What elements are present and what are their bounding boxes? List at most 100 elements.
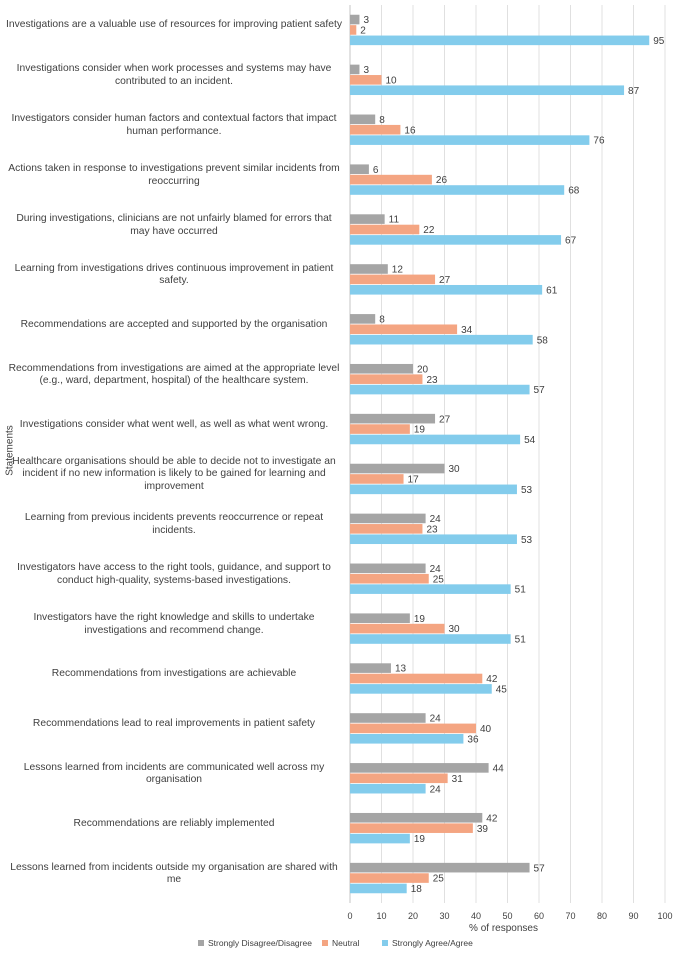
data-label: 23 [426,375,438,386]
data-label: 27 [439,275,451,286]
bar [350,684,492,694]
bar [350,474,404,484]
data-label: 57 [534,385,546,396]
category-label: Investigations consider when work proces… [16,63,332,87]
bar [350,64,360,75]
bar [350,14,360,25]
bar [350,763,489,773]
bar [350,563,426,574]
bar [350,534,517,545]
bar [350,463,445,474]
data-label: 24 [430,714,442,725]
bar [350,733,464,744]
x-tick-label: 30 [439,911,449,921]
data-label: 11 [389,215,400,226]
x-tick-label: 0 [347,911,352,921]
bar [350,324,458,335]
legend-label: Strongly Agree/Agree [392,938,473,948]
category-label: Healthcare organisations should be able … [12,455,336,492]
bar [350,823,473,833]
data-label: 3 [363,65,369,76]
bar [350,284,543,295]
bar [350,833,410,844]
x-tick-label: 10 [376,911,386,921]
data-label: 19 [414,425,426,436]
category-label: Investigators have access to the right t… [17,562,331,586]
data-label: 16 [404,125,416,136]
bar [350,812,483,823]
data-label: 8 [379,115,385,126]
category-label: Recommendations are reliably implemented [73,817,275,829]
bar [350,723,476,734]
bar [350,185,565,195]
x-tick-label: 100 [657,911,672,921]
data-label: 53 [521,485,533,496]
data-label: 23 [426,524,438,535]
data-label: 30 [449,464,461,475]
category-label: Recommendations from investigations are … [51,668,297,679]
data-label: 31 [452,774,464,785]
legend-item: Strongly Agree/Agree [382,938,473,948]
bar [350,124,401,135]
data-label: 54 [524,435,536,446]
data-label: 25 [433,874,445,885]
bar [350,862,530,873]
x-tick-label: 70 [565,911,575,921]
bar [350,424,410,434]
bar [350,883,407,894]
data-label: 42 [486,674,498,685]
legend-swatch [382,939,388,946]
bar [350,224,420,235]
x-tick-label: 50 [502,911,512,921]
bar [350,783,426,794]
x-tick-label: 40 [471,911,481,921]
bar [350,214,385,224]
data-label: 30 [449,624,461,635]
bar [350,384,530,395]
bar [350,773,448,784]
data-label: 24 [430,514,442,525]
legend-label: Neutral [332,938,360,948]
bar [350,264,388,274]
data-label: 57 [534,863,546,874]
bar [350,164,369,175]
data-label: 2 [360,26,366,37]
data-label: 3 [363,15,369,26]
category-label: Learning from previous incidents prevent… [24,512,324,536]
category-label: Recommendations are accepted and support… [20,318,328,330]
x-tick-label: 90 [628,911,638,921]
x-tick-label: 20 [408,911,418,921]
data-label: 53 [521,535,533,546]
data-label: 34 [461,325,473,336]
legend-item: Strongly Disagree/Disagree [198,938,312,948]
bar [350,25,357,35]
bar [350,85,625,96]
data-label: 40 [480,724,492,735]
x-axis-title: % of responses [469,923,538,934]
bar [350,623,445,634]
category-label: Investigations consider what went well, … [19,418,329,430]
category-label: Lessons learned from incidents are commu… [23,761,325,786]
data-label: 44 [493,763,505,774]
category-label: Actions taken in response to investigati… [8,163,340,187]
data-label: 10 [386,75,398,86]
data-label: 17 [408,475,420,486]
data-label: 25 [433,574,445,585]
data-label: 6 [373,165,379,176]
data-label: 61 [546,285,558,296]
bar [350,573,429,584]
data-label: 24 [430,784,442,795]
bar [350,274,436,285]
bar [350,484,517,495]
data-label: 19 [414,614,426,625]
data-label: 24 [430,564,442,575]
data-label: 68 [568,186,580,197]
bar [350,235,562,245]
legend-label: Strongly Disagree/Disagree [208,938,312,948]
bar [350,174,432,185]
data-label: 26 [436,175,448,186]
bar [350,413,436,424]
category-label: During investigations, clinicians are no… [16,213,332,237]
category-label: Learning from investigations drives cont… [14,262,334,287]
legend: Strongly Disagree/Disagree Neutral Strongl… [0,938,678,952]
